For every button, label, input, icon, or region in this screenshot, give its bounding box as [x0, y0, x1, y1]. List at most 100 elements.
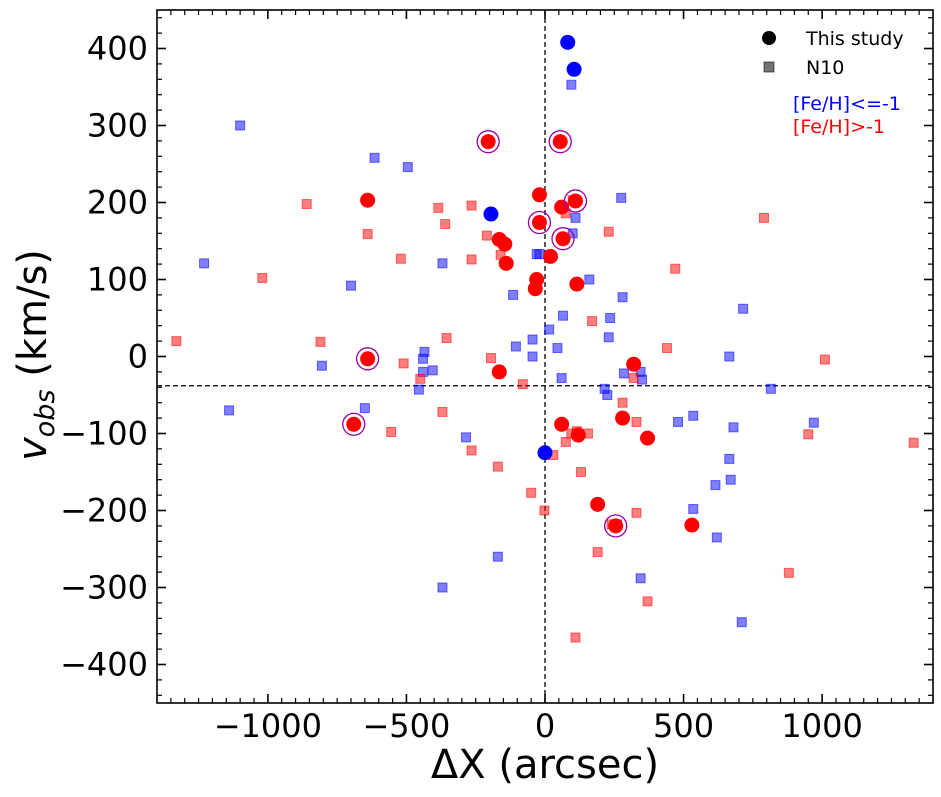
- n10-point: [441, 333, 452, 344]
- study-point: [590, 496, 606, 512]
- n10-point: [584, 274, 595, 285]
- n10-point: [673, 416, 684, 427]
- n10-point: [605, 313, 616, 323]
- highlight-ring: [563, 189, 588, 213]
- data-points: [171, 34, 919, 643]
- y-tick-label: 300: [87, 107, 148, 145]
- n10-point: [534, 249, 545, 260]
- study-point: [360, 192, 376, 208]
- n10-point: [461, 432, 472, 443]
- n10-point: [642, 596, 653, 607]
- x-tick-label: 500: [653, 707, 714, 745]
- n10-point: [386, 426, 397, 437]
- n10-point: [466, 445, 477, 456]
- n10-point: [402, 162, 413, 173]
- n10-point: [437, 406, 448, 417]
- n10-point: [724, 453, 735, 464]
- study-point: [480, 134, 496, 150]
- n10-point: [710, 480, 721, 491]
- n10-point: [587, 316, 598, 327]
- n10-point: [765, 383, 776, 394]
- n10-point: [617, 397, 628, 408]
- y-tick-label: −400: [60, 646, 148, 684]
- n10-point: [566, 79, 577, 90]
- n10-point: [628, 373, 639, 384]
- n10-point: [235, 120, 246, 131]
- n10-point: [808, 417, 819, 428]
- study-point: [531, 187, 547, 203]
- n10-point: [738, 303, 749, 314]
- n10-point: [736, 617, 747, 628]
- n10-point: [617, 292, 628, 303]
- n10-point: [560, 436, 571, 447]
- n10-point: [415, 373, 426, 384]
- n10-point: [688, 410, 699, 421]
- y-tick-label: −100: [60, 415, 148, 453]
- n10-point: [413, 384, 424, 395]
- n10-point: [637, 374, 647, 385]
- study-point: [566, 61, 582, 77]
- highlight-ring: [551, 227, 575, 251]
- highlight-ring: [527, 210, 552, 235]
- n10-point: [492, 461, 503, 472]
- n10-point: [724, 351, 735, 362]
- n10-point: [602, 390, 613, 400]
- n10-point: [616, 192, 627, 203]
- n10-point: [725, 474, 736, 485]
- n10-point: [539, 505, 550, 516]
- n10-point: [711, 532, 722, 543]
- study-point: [554, 416, 570, 432]
- n10-point: [481, 230, 492, 241]
- study-point: [626, 356, 642, 372]
- n10-point: [359, 403, 370, 414]
- study-point: [684, 517, 700, 533]
- y-tick-label: 100: [87, 261, 148, 299]
- study-point: [555, 231, 571, 247]
- n10-point: [526, 487, 537, 498]
- n10-point: [603, 332, 614, 343]
- n10-point: [171, 336, 182, 347]
- n10-point: [301, 199, 312, 210]
- study-point: [543, 248, 559, 264]
- legend-label-this-study: This study: [805, 28, 904, 50]
- n10-point: [576, 467, 587, 477]
- legend: This study N10: [762, 28, 904, 79]
- study-point: [615, 410, 631, 426]
- n10-point: [362, 229, 373, 240]
- n10-point: [485, 353, 496, 364]
- y-axis-title-symbol: v: [10, 436, 56, 461]
- n10-point: [635, 573, 646, 584]
- n10-point: [466, 254, 477, 265]
- n10-point: [728, 422, 739, 433]
- study-point: [552, 134, 568, 150]
- n10-point: [661, 343, 672, 354]
- highlight-ring: [548, 130, 572, 154]
- study-point: [570, 427, 586, 443]
- n10-point: [395, 253, 406, 264]
- n10-point: [199, 258, 210, 269]
- n10-point: [631, 507, 642, 518]
- study-point: [360, 351, 376, 367]
- study-point: [483, 206, 499, 222]
- study-point: [560, 34, 576, 50]
- n10-point: [631, 416, 642, 427]
- n10-point: [556, 373, 567, 384]
- y-tick-label: 200: [87, 184, 148, 222]
- highlight-ring: [355, 347, 380, 371]
- y-axis-title-units: (km/s): [10, 249, 56, 389]
- n10-point: [527, 351, 538, 362]
- n10-point: [570, 212, 581, 223]
- x-tick-label: −1000: [214, 707, 322, 745]
- n10-point: [224, 405, 235, 416]
- reference-lines: [157, 10, 933, 703]
- n10-point: [316, 360, 327, 371]
- n10-point: [427, 365, 438, 376]
- highlight-ring: [342, 412, 366, 436]
- annotation-metal-rich: [Fe/H]>-1: [793, 116, 885, 138]
- axis-ticks: [157, 10, 933, 703]
- n10-point: [688, 503, 699, 514]
- x-tick-label: −500: [362, 707, 450, 745]
- study-point: [497, 236, 513, 252]
- n10-point: [670, 263, 681, 274]
- n10-point: [466, 200, 477, 211]
